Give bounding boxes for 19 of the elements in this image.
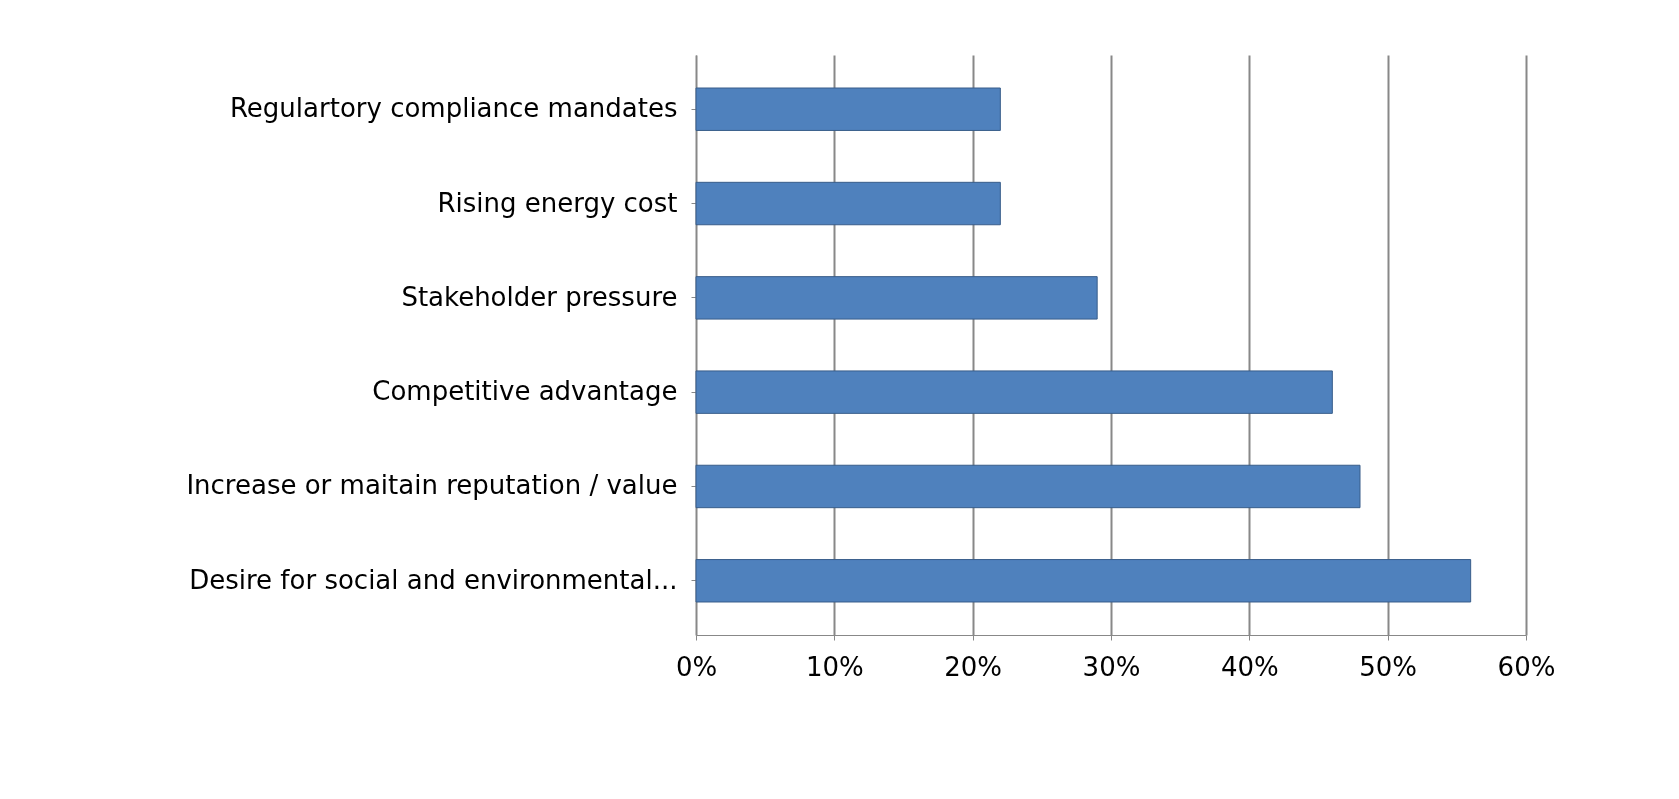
bar — [695, 370, 1333, 414]
y-tick-label: Rising energy cost — [437, 187, 678, 218]
x-tick-label: 40% — [1220, 651, 1279, 682]
bar — [695, 87, 1001, 131]
y-tick-label: Stakeholder pressure — [401, 281, 678, 312]
x-tick-label: 60% — [1497, 651, 1556, 682]
bar — [695, 276, 1098, 320]
x-tick-label: 20% — [944, 651, 1003, 682]
bar — [695, 464, 1361, 509]
y-tick-label: Increase or maitain reputation / value — [186, 470, 678, 501]
bar — [695, 559, 1472, 603]
x-tick-label: 50% — [1359, 651, 1418, 682]
y-tick-label: Regulartory compliance mandates — [229, 93, 678, 124]
y-tick-label: Competitive advantage — [372, 376, 678, 407]
x-tick-label: 10% — [805, 651, 864, 682]
y-tick-label: Desire for social and environmental... — [189, 564, 678, 595]
bar — [695, 181, 1001, 226]
x-tick-label: 0% — [675, 651, 718, 682]
x-tick-label: 30% — [1082, 651, 1141, 682]
